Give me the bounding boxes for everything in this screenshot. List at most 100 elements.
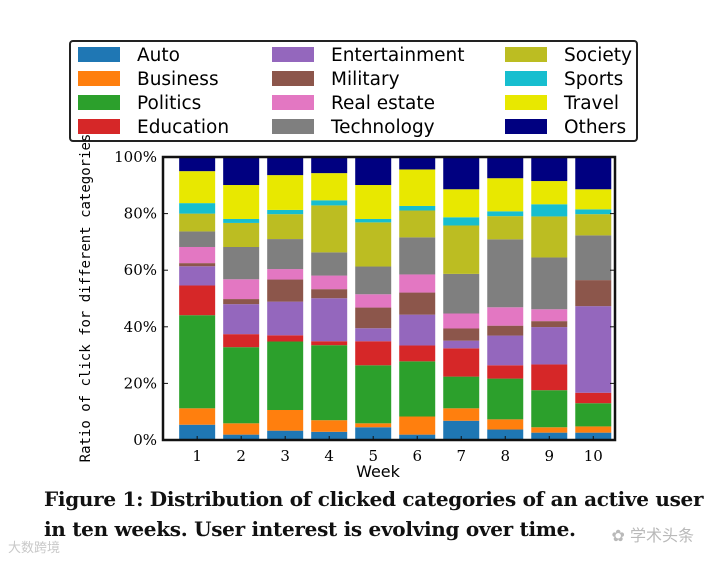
watermark-right: ✿ 学术头条: [611, 522, 694, 546]
legend-frame: [69, 40, 638, 142]
bar-segment-education-week-7: [443, 348, 480, 377]
bar-segment-travel-week-9: [531, 181, 568, 205]
bar-segment-sports-week-7: [443, 217, 480, 226]
bar-segment-auto-week-4: [311, 431, 348, 440]
bar-segment-military-week-8: [487, 325, 524, 336]
bar-segment-technology-week-5: [355, 266, 392, 295]
bar-segment-education-week-2: [223, 334, 260, 348]
bar-segment-business-week-4: [311, 420, 348, 432]
bar-segment-society-week-5: [355, 222, 392, 267]
bar-segment-politics-week-2: [223, 347, 260, 424]
bar-segment-auto-week-3: [267, 430, 304, 440]
legend-item-sports: Sports: [505, 69, 623, 90]
bar-segment-politics-week-1: [179, 315, 216, 409]
bar-segment-auto-week-8: [487, 429, 524, 440]
bar-segment-society-week-8: [487, 216, 524, 240]
bar-segment-real-estate-week-2: [223, 279, 260, 300]
watermark-right-text: 学术头条: [629, 526, 694, 545]
bar-segment-business-week-9: [531, 427, 568, 433]
bar-segment-military-week-1: [179, 263, 216, 267]
x-tick-label: 9: [544, 447, 554, 465]
bar-segment-technology-week-7: [443, 273, 480, 314]
bar-segment-education-week-9: [531, 364, 568, 391]
bar-segment-military-week-4: [311, 289, 348, 299]
legend-item-education: Education: [78, 117, 229, 138]
bar-segment-travel-week-6: [399, 169, 436, 206]
legend-swatch: [78, 47, 120, 62]
bar-segment-real-estate-week-9: [531, 309, 568, 322]
x-axis-label: Week: [356, 462, 401, 480]
bar-segment-real-estate-week-4: [311, 275, 348, 290]
bar-segment-sports-week-10: [575, 209, 612, 215]
x-tick-label: 2: [236, 447, 246, 465]
bar-segment-business-week-7: [443, 408, 480, 421]
legend-swatch: [78, 71, 120, 86]
bar-segment-sports-week-3: [267, 209, 304, 215]
bar-segment-entertainment-week-10: [575, 306, 612, 393]
legend-item-business: Business: [78, 69, 219, 90]
x-tick-label: 1: [192, 447, 202, 465]
legend-item-auto: Auto: [78, 45, 180, 66]
bar-segment-others-week-4: [311, 157, 348, 174]
bar-segment-travel-week-5: [355, 185, 392, 219]
bar-segment-entertainment-week-2: [223, 304, 260, 335]
bar-segment-education-week-5: [355, 341, 392, 366]
bar-segment-real-estate-week-8: [487, 307, 524, 326]
bar-segment-technology-week-2: [223, 246, 260, 280]
bar-segment-politics-week-4: [311, 345, 348, 421]
bar-segment-auto-week-1: [179, 424, 216, 440]
bar-segment-real-estate-week-6: [399, 274, 436, 293]
bar-segment-society-week-6: [399, 210, 436, 238]
bar-segment-military-week-5: [355, 307, 392, 329]
bar-segment-politics-week-5: [355, 365, 392, 424]
y-tick-label: 0%: [133, 431, 157, 449]
bar-segment-education-week-8: [487, 365, 524, 379]
bar-segment-sports-week-8: [487, 211, 524, 217]
legend-swatch: [78, 119, 120, 134]
legend-label: Military: [331, 69, 400, 90]
stacked-bar-chart: Auto Business Politics Education Entertainme…: [69, 40, 638, 480]
bar-segment-others-week-8: [487, 157, 524, 179]
bar-segment-sports-week-9: [531, 204, 568, 217]
legend-label: Entertainment: [331, 45, 465, 66]
bar-segment-politics-week-8: [487, 378, 524, 420]
bar-segment-sports-week-5: [355, 218, 392, 223]
bar-segment-entertainment-week-6: [399, 314, 436, 346]
x-tick-label: 7: [456, 447, 466, 465]
legend-label: Education: [137, 117, 229, 138]
bar-segment-society-week-4: [311, 205, 348, 253]
bar-segment-technology-week-4: [311, 252, 348, 276]
bar-segment-military-week-7: [443, 328, 480, 341]
bar-segment-travel-week-3: [267, 175, 304, 210]
legend-label: Auto: [137, 45, 180, 66]
bar-segment-others-week-7: [443, 157, 480, 190]
bar-segment-military-week-10: [575, 280, 612, 307]
bar-segment-travel-week-8: [487, 178, 524, 212]
bar-segment-sports-week-4: [311, 200, 348, 206]
watermark-left: 大数跨境: [8, 541, 61, 556]
legend-swatch: [272, 119, 314, 134]
x-tick-label: 4: [324, 447, 334, 465]
bar-segment-technology-week-6: [399, 237, 436, 275]
bar-segment-society-week-10: [575, 214, 612, 236]
y-tick-label: 40%: [124, 318, 157, 336]
legend-swatch: [505, 119, 547, 134]
legend-item-entertainment: Entertainment: [272, 45, 465, 66]
bar-segment-others-week-10: [575, 157, 612, 190]
bar-segment-business-week-6: [399, 416, 436, 435]
bar-segment-others-week-5: [355, 157, 392, 186]
bar-segment-education-week-3: [267, 335, 304, 342]
bar-segment-others-week-1: [179, 157, 216, 172]
bar-segment-travel-week-1: [179, 171, 216, 204]
bar-segment-others-week-9: [531, 157, 568, 182]
x-tick-label: 5: [368, 447, 378, 465]
legend-label: Travel: [563, 93, 619, 114]
bar-segment-politics-week-6: [399, 361, 436, 417]
legend-swatch: [272, 47, 314, 62]
bar-segment-sports-week-1: [179, 203, 216, 214]
bar-segment-society-week-7: [443, 225, 480, 274]
bar-segment-technology-week-10: [575, 235, 612, 281]
legend: Auto Business Politics Education Entertainme…: [69, 40, 638, 142]
y-axis: 0% 20% 40% 60% 80% 100%: [114, 148, 615, 449]
bar-segment-entertainment-week-4: [311, 298, 348, 342]
